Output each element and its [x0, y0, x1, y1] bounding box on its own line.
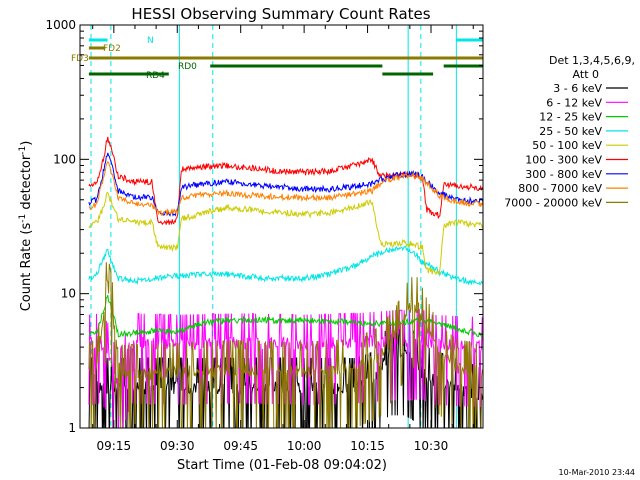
legend-label-4: 50 - 100 keV: [532, 139, 602, 152]
series-3: [88, 245, 483, 286]
series-lines: [88, 136, 483, 428]
interval-markers: [90, 25, 483, 428]
y-axis-label: Count Rate (s-1 detector-1): [18, 141, 34, 312]
x-tick-label: 10:30: [414, 439, 449, 453]
legend-label-1: 6 - 12 keV: [546, 96, 602, 109]
y-tick-label: 100: [53, 152, 76, 166]
y-tick-label: 1000: [45, 18, 76, 32]
x-axis: 09:15 09:30 09:45 10:00 10:15 10:30: [92, 25, 474, 453]
x-tick-label: 10:00: [287, 439, 322, 453]
chart-title: HESSI Observing Summary Count Rates: [131, 5, 430, 23]
legend-label-5: 100 - 300 keV: [525, 154, 602, 167]
x-tick-label: 09:30: [160, 439, 195, 453]
legend-title-2: Att 0: [573, 68, 599, 81]
flag-label-n: N: [147, 36, 154, 46]
y-tick-label: 10: [61, 287, 76, 301]
x-tick-label: 10:15: [350, 439, 385, 453]
legend-label-8: 7000 - 20000 keV: [504, 196, 602, 209]
x-tick-label: 09:15: [97, 439, 132, 453]
legend-label-7: 800 - 7000 keV: [518, 182, 602, 195]
legend-label-2: 12 - 25 keV: [539, 111, 602, 124]
legend-title-1: Det 1,3,4,5,6,9,: [549, 54, 635, 67]
legend-label-6: 300 - 800 keV: [525, 168, 602, 181]
series-8: [88, 262, 483, 428]
x-tick-label: 09:45: [223, 439, 258, 453]
flag-label-fd2: FD2: [103, 44, 121, 54]
y-axis: 1 10 100 1000: [45, 18, 483, 435]
series-2: [88, 294, 483, 338]
render-timestamp: 10-Mar-2010 23:44: [559, 468, 636, 477]
series-5: [88, 136, 483, 226]
flag-label-rd0: RD0: [178, 62, 197, 72]
series-4: [88, 191, 483, 276]
plot-frame: [79, 24, 484, 429]
x-axis-label: Start Time (01-Feb-08 09:04:02): [177, 458, 387, 473]
y-tick-label: 1: [68, 421, 76, 435]
series-7: [88, 161, 483, 216]
flag-label-rd4: RD4: [146, 71, 165, 81]
legend-label-0: 3 - 6 keV: [553, 82, 602, 95]
legend-label-3: 25 - 50 keV: [539, 125, 602, 138]
